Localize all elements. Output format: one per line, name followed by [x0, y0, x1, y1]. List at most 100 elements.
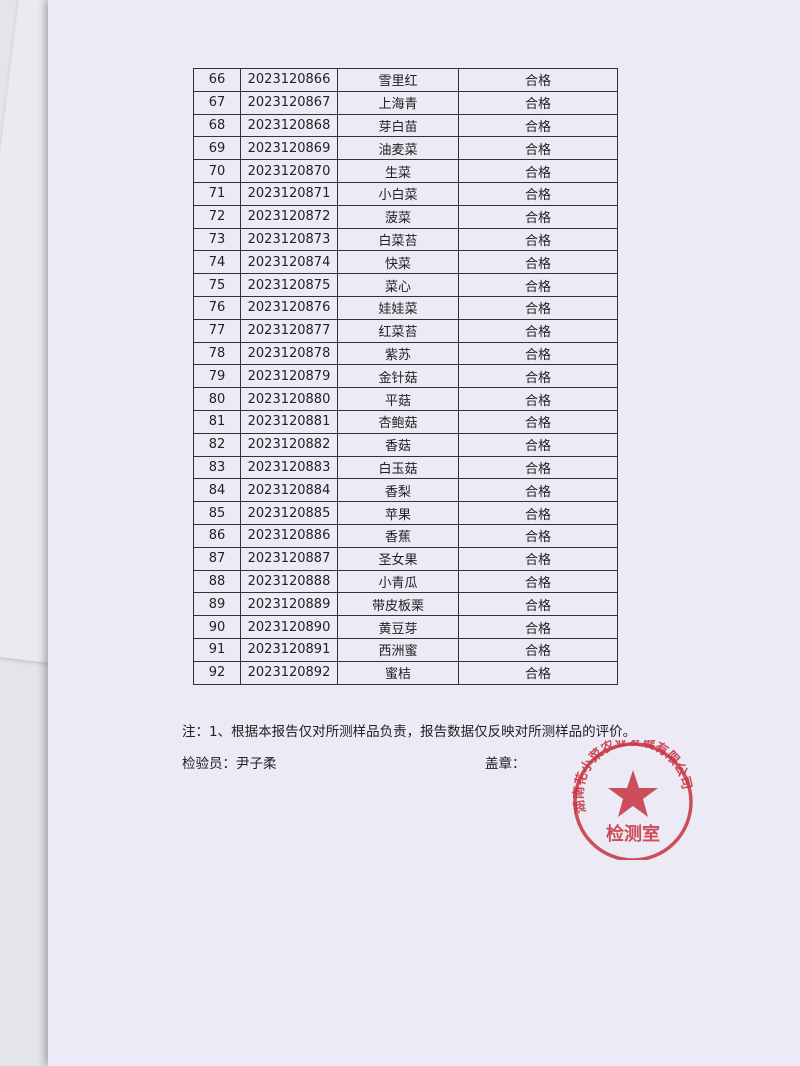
sample-id-cell: 2023120880 [240, 387, 338, 411]
sample-name-cell: 芽白苗 [337, 113, 459, 138]
row-number-cell: 89 [193, 592, 241, 617]
sample-id-cell: 2023120867 [240, 90, 338, 115]
sample-name-cell: 雪里红 [337, 68, 459, 92]
table-row: 72 2023120872 菠菜 合格 [193, 204, 618, 229]
results-table: 66 2023120866 雪里红 合格 67 2023120867 上海青 合格 68 2023… [193, 68, 618, 685]
table-row: 67 2023120867 上海青 合格 [193, 90, 618, 115]
sample-name-cell: 油麦菜 [337, 136, 459, 161]
result-cell: 合格 [458, 523, 618, 548]
sample-id-cell: 2023120873 [240, 227, 338, 252]
sample-id-cell: 2023120885 [240, 501, 338, 525]
sample-name-cell: 香菇 [337, 432, 459, 457]
row-number-cell: 76 [193, 295, 241, 320]
sample-name-cell: 生菜 [337, 159, 459, 183]
row-number-cell: 66 [193, 68, 241, 92]
result-cell: 合格 [458, 341, 618, 366]
result-cell: 合格 [458, 455, 618, 480]
row-number-cell: 69 [193, 136, 241, 161]
sample-name-cell: 金针菇 [337, 364, 459, 389]
sample-id-cell: 2023120874 [240, 250, 338, 275]
row-number-cell: 68 [193, 113, 241, 138]
table-row: 74 2023120874 快菜 合格 [193, 250, 618, 275]
row-number-cell: 80 [193, 387, 241, 411]
table-row: 85 2023120885 苹果 合格 [193, 501, 618, 525]
result-cell: 合格 [458, 68, 618, 92]
sample-id-cell: 2023120871 [240, 181, 338, 206]
table-row: 90 2023120890 黄豆芽 合格 [193, 615, 618, 639]
result-cell: 合格 [458, 592, 618, 617]
result-cell: 合格 [458, 364, 618, 389]
table-row: 82 2023120882 香菇 合格 [193, 432, 618, 457]
row-number-cell: 83 [193, 455, 241, 480]
sample-name-cell: 小青瓜 [337, 569, 459, 594]
sample-id-cell: 2023120889 [240, 592, 338, 617]
footnote: 注：1、根据本报告仅对所测样品负责，报告数据仅反映对所测样品的评价。 [182, 724, 637, 740]
result-cell: 合格 [458, 250, 618, 275]
sample-id-cell: 2023120891 [240, 637, 338, 662]
result-cell: 合格 [458, 181, 618, 206]
sample-id-cell: 2023120882 [240, 432, 338, 457]
table-row: 86 2023120886 香蕉 合格 [193, 523, 618, 548]
report-page: 66 2023120866 雪里红 合格 67 2023120867 上海青 合格 68 2023… [48, 0, 800, 1066]
row-number-cell: 70 [193, 159, 241, 183]
result-cell: 合格 [458, 204, 618, 229]
result-cell: 合格 [458, 660, 618, 685]
row-number-cell: 73 [193, 227, 241, 252]
sample-name-cell: 黄豆芽 [337, 615, 459, 639]
sample-id-cell: 2023120878 [240, 341, 338, 366]
row-number-cell: 71 [193, 181, 241, 206]
table-row: 92 2023120892 蜜桔 合格 [193, 660, 618, 685]
sample-name-cell: 小白菜 [337, 181, 459, 206]
table-row: 88 2023120888 小青瓜 合格 [193, 569, 618, 594]
result-cell: 合格 [458, 478, 618, 503]
result-cell: 合格 [458, 318, 618, 343]
sample-name-cell: 娃娃菜 [337, 295, 459, 320]
result-cell: 合格 [458, 615, 618, 639]
sample-name-cell: 圣女果 [337, 546, 459, 571]
sample-name-cell: 香梨 [337, 478, 459, 503]
row-number-cell: 79 [193, 364, 241, 389]
row-number-cell: 75 [193, 273, 241, 297]
table-row: 89 2023120889 带皮板栗 合格 [193, 592, 618, 617]
table-row: 68 2023120868 芽白苗 合格 [193, 113, 618, 138]
result-cell: 合格 [458, 113, 618, 138]
result-cell: 合格 [458, 432, 618, 457]
stamp-department: 检测室 [606, 823, 660, 845]
sample-name-cell: 菜心 [337, 273, 459, 297]
row-number-cell: 81 [193, 409, 241, 434]
sample-id-cell: 2023120881 [240, 409, 338, 434]
result-cell: 合格 [458, 387, 618, 411]
row-number-cell: 77 [193, 318, 241, 343]
row-number-cell: 84 [193, 478, 241, 503]
result-cell: 合格 [458, 227, 618, 252]
sample-name-cell: 西洲蜜 [337, 637, 459, 662]
table-row: 77 2023120877 红菜苔 合格 [193, 318, 618, 343]
sample-name-cell: 平菇 [337, 387, 459, 411]
table-row: 80 2023120880 平菇 合格 [193, 387, 618, 411]
table-row: 75 2023120875 菜心 合格 [193, 273, 618, 297]
row-number-cell: 92 [193, 660, 241, 685]
row-number-cell: 91 [193, 637, 241, 662]
table-row: 91 2023120891 西洲蜜 合格 [193, 637, 618, 662]
sample-name-cell: 香蕉 [337, 523, 459, 548]
sample-name-cell: 菠菜 [337, 204, 459, 229]
sample-id-cell: 2023120883 [240, 455, 338, 480]
sample-id-cell: 2023120868 [240, 113, 338, 138]
sample-id-cell: 2023120879 [240, 364, 338, 389]
sample-name-cell: 蜜桔 [337, 660, 459, 685]
sample-id-cell: 2023120886 [240, 523, 338, 548]
sample-id-cell: 2023120892 [240, 660, 338, 685]
sample-name-cell: 白菜苔 [337, 227, 459, 252]
table-row: 69 2023120869 油麦菜 合格 [193, 136, 618, 161]
result-cell: 合格 [458, 409, 618, 434]
sample-name-cell: 紫苏 [337, 341, 459, 366]
sample-name-cell: 杏鲍菇 [337, 409, 459, 434]
result-cell: 合格 [458, 637, 618, 662]
table-row: 76 2023120876 娃娃菜 合格 [193, 295, 618, 320]
row-number-cell: 86 [193, 523, 241, 548]
sample-id-cell: 2023120877 [240, 318, 338, 343]
row-number-cell: 85 [193, 501, 241, 525]
row-number-cell: 82 [193, 432, 241, 457]
result-cell: 合格 [458, 295, 618, 320]
result-cell: 合格 [458, 273, 618, 297]
